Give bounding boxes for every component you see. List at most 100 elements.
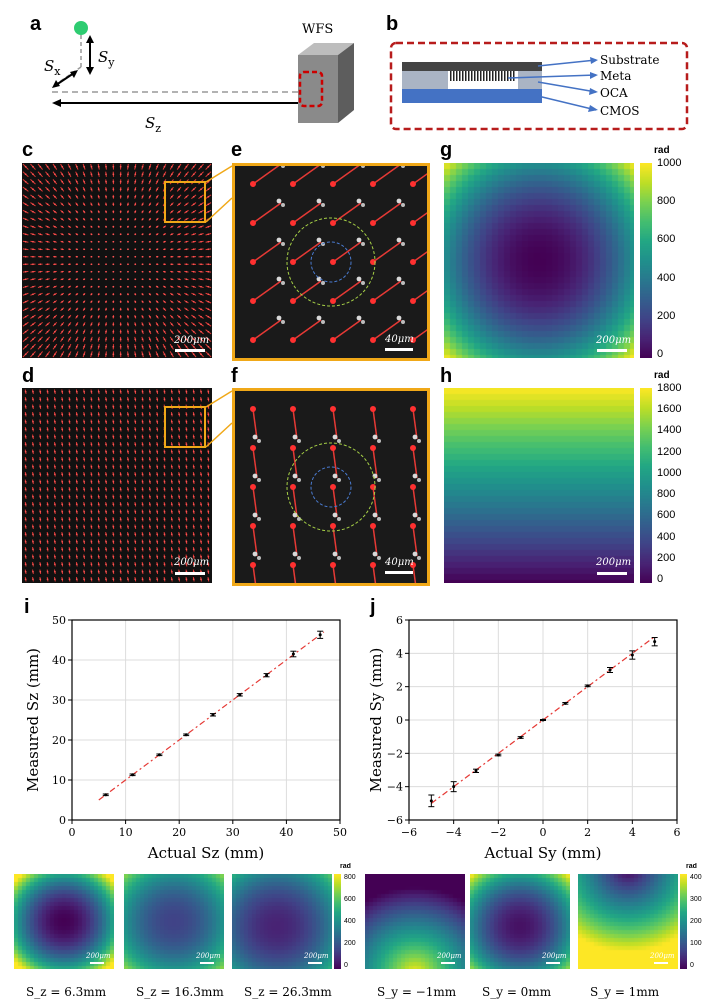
spot-displacement-line [412,173,427,185]
spot-dot [200,195,202,198]
spot-dot [127,173,129,176]
spot-displacement-line [292,241,322,263]
spot-dot [83,353,86,356]
spot-dot [68,255,71,258]
spot-dot [75,173,78,176]
spot-dot [141,548,144,551]
spot-dot [112,548,115,551]
spot-dot [24,308,27,311]
spot-dot [178,263,181,266]
spot-displacement-line [372,447,378,479]
spot-dot [163,173,166,176]
spot-dot [178,248,181,251]
spot-dot [134,458,137,461]
fit-line [430,636,656,804]
spot-displacement-line [292,564,297,583]
spot-dot [148,233,151,236]
spot-dot [156,270,159,273]
spot-dot [178,563,181,566]
spot-dot [148,173,151,176]
spot-dot [97,540,100,543]
spot-dot [90,338,93,341]
spot-dot [68,533,71,536]
spot-dot [127,330,129,333]
x-tick-label: 50 [333,826,347,839]
spot-dot [53,570,56,573]
spot-dot [127,323,129,326]
spot-dot [83,563,86,566]
spot-dot [97,210,100,213]
spot-displacement-line [332,166,360,185]
spot-dot [170,570,173,573]
spot-dot [148,555,151,558]
spot-dot [192,533,195,536]
spot-dot [83,533,86,536]
spot-dot [134,315,137,318]
panel-f-zoom-image: 40μm [232,388,430,586]
spot-dot [148,240,151,243]
spot-dot [163,465,166,468]
spot-dot [61,420,64,423]
spot-dot [207,188,210,191]
spot-dot [53,203,56,206]
spot-displacement-line [412,564,417,583]
spot-dot [32,563,34,566]
spot-dot [200,428,202,431]
spot-dot [163,450,166,453]
spot-dot [207,473,210,476]
spot-dot [105,210,107,213]
y-tick-label: 0 [396,714,403,727]
spot-dot [53,188,56,191]
measured-spot [412,551,418,557]
spot-dot [24,248,27,251]
spot-dot [83,495,86,498]
spot-dot [170,420,173,423]
spot-dot [163,473,166,476]
spot-dot [39,570,42,573]
spot-dot [32,413,34,416]
cmos-layer [402,89,542,103]
spot-dot [163,518,166,521]
spot-dot [46,195,49,198]
reference-spot [290,259,296,265]
spot-dot [90,180,93,183]
spot-dot [105,473,107,476]
small-colorbar-tick: 200 [344,940,356,947]
spot-dot [200,533,202,536]
spot-dot [90,525,93,528]
spot-dot [83,330,86,333]
spot-dot [105,225,107,228]
spot-dot [105,315,107,318]
spot-dot [127,300,129,303]
y-tick-label: 50 [52,614,66,627]
spot-dot [46,450,49,453]
small-scalebar-label: 200μm [196,952,221,960]
spot-dot [97,173,100,176]
spot-dot [46,405,49,408]
reference-spot [330,406,336,412]
spot-dot [170,510,173,513]
spot-dot [24,218,27,221]
spot-dot [24,405,27,408]
substrate-layer [402,62,542,71]
spot-dot [68,443,71,446]
spot-dot [134,548,137,551]
spot-dot [90,308,93,311]
spot-dot [163,480,166,483]
spot-dot [97,218,100,221]
spot-dot [61,450,64,453]
spot-dot [112,188,115,191]
spot-dot [192,323,195,326]
spot-dot [83,225,86,228]
reference-spot [250,562,256,568]
x-tick-label: 30 [226,826,240,839]
spot-dot [119,518,122,521]
spot-dot [61,503,64,506]
spot-dot [68,173,71,176]
spot-displacement-line [252,319,282,341]
spot-dot [163,510,166,513]
spot-dot [185,195,188,198]
spot-dot [83,263,86,266]
spot-dot [39,428,42,431]
spot-dot [24,533,27,536]
